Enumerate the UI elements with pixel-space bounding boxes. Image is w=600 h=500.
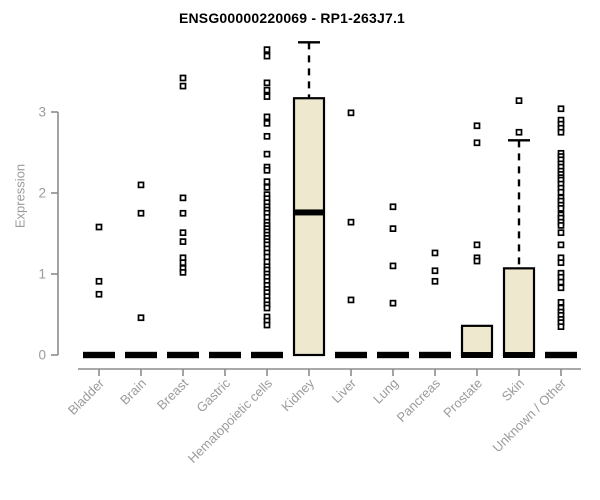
outlier-point-unknown-other [557,188,565,196]
outlier-point-breast [179,259,187,267]
outlier-point-liver [347,296,355,304]
outlier-point-breast [179,194,187,202]
outlier-point-pancreas [431,267,439,275]
collapsed-box-hematopoietic-cells [251,351,283,359]
collapsed-box-bladder [83,351,115,359]
outlier-point-prostate [473,122,481,130]
x-tick-label-pancreas: Pancreas [394,375,444,425]
y-tick-label: 3 [38,105,46,120]
collapsed-box-liver [335,351,367,359]
outlier-point-brain [137,314,145,322]
outlier-point-unknown-other [557,299,565,306]
median-line-skin [503,352,535,358]
outlier-point-pancreas [431,277,439,285]
collapsed-box-gastric [209,351,241,359]
outlier-point-hematopoietic-cells [263,46,271,53]
outlier-point-brain [137,209,145,217]
outlier-point-lung [389,225,397,232]
x-tick-label-lung: Lung [370,376,401,407]
outlier-point-lung [389,262,397,270]
outlier-point-hematopoietic-cells [263,321,271,329]
outlier-point-hematopoietic-cells [263,79,271,87]
outlier-point-unknown-other [557,259,565,267]
outlier-point-unknown-other [557,105,565,113]
outlier-point-pancreas [431,249,439,257]
outlier-point-unknown-other [557,229,565,237]
outlier-point-unknown-other [557,241,565,249]
outlier-point-hematopoietic-cells [263,132,271,140]
outlier-point-hematopoietic-cells [263,183,271,191]
outlier-point-prostate [473,257,481,265]
outlier-point-bladder [95,277,103,285]
x-tick-label-brain: Brain [117,376,149,408]
outlier-point-hematopoietic-cells [263,113,271,121]
collapsed-box-pancreas [419,351,451,359]
outlier-point-breast [179,209,187,217]
chart-title: ENSG00000220069 - RP1-263J7.1 [178,10,406,26]
outlier-point-hematopoietic-cells [263,166,271,174]
outlier-point-prostate [473,241,481,249]
y-tick-label: 0 [38,348,46,363]
outlier-point-unknown-other [557,278,565,286]
box-kidney [292,97,326,357]
outlier-point-unknown-other [557,222,565,229]
x-tick-label-unknown-other: Unknown / Other [490,375,570,455]
x-tick-label-gastric: Gastric [193,375,233,415]
outlier-point-prostate [473,139,481,147]
box-skin [502,267,536,357]
outlier-point-unknown-other [557,205,565,212]
x-tick-label-bladder: Bladder [65,375,108,418]
outlier-point-hematopoietic-cells [263,178,271,186]
outlier-point-breast [179,238,187,245]
outlier-point-breast [179,74,187,82]
outlier-point-hematopoietic-cells [263,93,271,100]
collapsed-box-brain [125,351,157,359]
outlier-point-breast [179,82,187,90]
outlier-point-hematopoietic-cells [263,86,271,94]
outlier-point-liver [347,109,355,117]
outlier-point-brain [137,181,145,189]
outlier-point-hematopoietic-cells [263,119,271,127]
x-tick-label-skin: Skin [499,376,527,404]
outlier-point-unknown-other [557,284,565,292]
collapsed-box-lung [377,351,409,359]
outlier-point-lung [389,299,397,307]
median-line-kidney [293,209,325,216]
x-tick-label-liver: Liver [329,375,360,406]
outlier-point-hematopoietic-cells [263,52,271,60]
outlier-point-bladder [95,290,103,298]
outlier-point-hematopoietic-cells [263,304,271,312]
outlier-point-liver [347,218,355,226]
x-tick-label-kidney: Kidney [278,375,317,414]
outlier-point-skin [515,128,523,136]
outlier-point-hematopoietic-cells [263,150,271,158]
outlier-point-unknown-other [557,128,565,136]
outlier-point-breast [179,229,187,237]
outlier-point-lung [389,203,397,211]
y-tick-label: 1 [38,267,46,282]
outlier-point-skin [515,97,523,105]
x-tick-label-breast: Breast [154,375,191,412]
x-tick-label-prostate: Prostate [440,376,485,421]
outlier-point-breast [179,269,187,276]
y-tick-label: 2 [38,186,46,201]
median-line-prostate [461,352,493,358]
outlier-point-unknown-other [557,323,565,330]
collapsed-box-breast [167,351,199,359]
outlier-point-bladder [95,223,103,231]
box-prostate [460,324,494,357]
collapsed-box-unknown-other [545,351,577,359]
